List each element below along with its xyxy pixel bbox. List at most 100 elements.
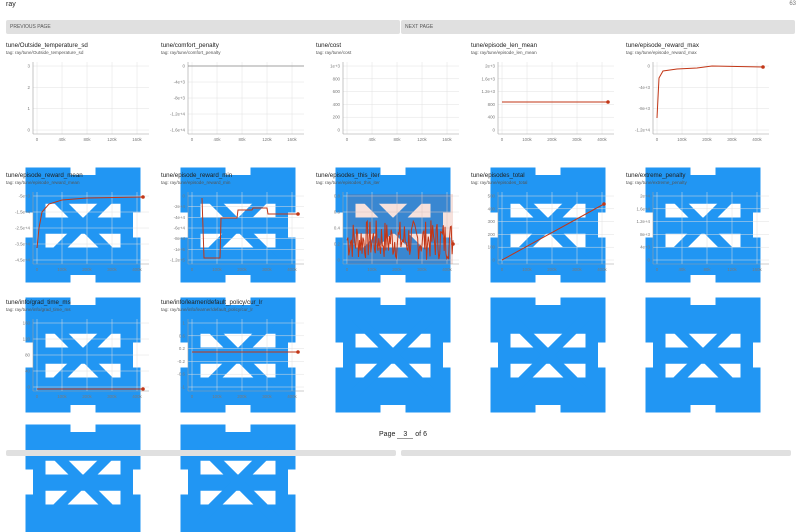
fit-domain-icon[interactable]: [653, 165, 753, 275]
chart-plot[interactable]: 1 0.6 0.2 -0.2 -0.6 -1 0 100k 200k 300k 400k: [161, 315, 309, 415]
previous-page-button[interactable]: PREVIOUS PAGE: [6, 20, 400, 34]
x-tick-label: 200k: [82, 267, 92, 272]
y-tick-label: 0: [338, 128, 341, 133]
fit-domain-icon[interactable]: [498, 295, 598, 405]
x-tick-label: 100k: [57, 394, 67, 399]
y-tick-label: 1: [183, 321, 186, 326]
chart-plot[interactable]: 0 -2e+4 -4e+4 -6e+4 -8e+4 -1e+5 -1.2e+5 0 100k 20…: [161, 188, 309, 288]
y-tick-label: 200: [333, 115, 341, 120]
y-tick-label: 3: [28, 64, 31, 69]
fullscreen-icon[interactable]: [9, 165, 141, 283]
run-name: ray: [6, 1, 16, 8]
chart-toolbar: [164, 289, 296, 413]
x-tick-label: 160k: [442, 137, 452, 142]
y-tick-label: 0.6: [334, 210, 341, 215]
chart-plot[interactable]: 500 400 300 200 100 00 100k 200k 300k 400k: [471, 188, 619, 288]
chart-toolbar: [9, 159, 141, 283]
y-tick-label: -8e+4: [174, 236, 186, 241]
y-tick-label: 0: [28, 385, 31, 390]
chart-title: tune/info/grad_time_ms: [6, 299, 71, 306]
chart-plot[interactable]: 2e+3 1.6e+3 1.2e+3 800 400 00 100k 200k 300k 400k: [471, 58, 619, 158]
x-tick-label: 300k: [727, 137, 737, 142]
fullscreen-icon[interactable]: [319, 165, 451, 283]
chart-title: tune/episodes_total: [471, 172, 525, 179]
x-tick-label: 300k: [107, 267, 117, 272]
fit-domain-icon[interactable]: [498, 165, 598, 275]
y-tick-label: 0: [648, 64, 651, 69]
y-tick-label: 2: [28, 85, 31, 90]
x-tick-label: 120k: [727, 267, 737, 272]
x-tick-label: 200k: [82, 394, 92, 399]
y-tick-label: -2.5e+4: [15, 226, 31, 231]
chart-title: tune/Outside_temperature_sd: [6, 42, 88, 49]
y-tick-label: -2e+4: [174, 204, 186, 209]
y-tick-label: 400: [488, 206, 496, 211]
fullscreen-icon[interactable]: [629, 295, 761, 413]
next-page-button[interactable]: NEXT PAGE: [401, 20, 795, 34]
chart-plot[interactable]: 160 120 80 40 00 100k 200k 300k 400k: [6, 315, 154, 415]
section-header-collapsed-2[interactable]: [401, 450, 791, 456]
chart-toolbar: [9, 416, 141, 532]
series-endpoint: [606, 100, 610, 104]
x-tick-label: 400k: [442, 267, 452, 272]
x-tick-label: 100k: [57, 267, 67, 272]
y-tick-label: 1.2e+3: [481, 89, 495, 94]
y-tick-label: 0: [28, 128, 31, 133]
fullscreen-icon[interactable]: [164, 422, 296, 532]
y-tick-label: 8e+3: [640, 232, 650, 237]
section-header-collapsed[interactable]: [6, 450, 396, 456]
series-endpoint: [296, 350, 300, 354]
y-tick-label: 0: [493, 258, 496, 263]
x-tick-label: 120k: [107, 137, 117, 142]
fullscreen-icon[interactable]: [9, 422, 141, 532]
fullscreen-icon[interactable]: [164, 165, 296, 283]
chart-plot[interactable]: 3 2 1 00 40k 80k 120k 160k: [6, 58, 154, 158]
y-tick-label: -6e+4: [174, 226, 186, 231]
x-tick-label: 0: [656, 267, 659, 272]
y-tick-label: -1.2e+4: [635, 128, 651, 133]
fullscreen-icon[interactable]: [319, 295, 451, 413]
chart-plot[interactable]: 2e+4 1.6e+4 1.2e+4 8e+3 4e+3 00 40k 80k 120k 160k: [626, 188, 774, 288]
chart-toolbar: [474, 159, 606, 283]
y-tick-label: 1.6e+4: [636, 206, 650, 211]
y-tick-label: 100: [488, 245, 496, 250]
chart-card: tune/comfort_penalty tag: ray/tune/comfor…: [161, 42, 309, 283]
x-tick-label: 0: [346, 267, 349, 272]
x-tick-label: 200k: [237, 267, 247, 272]
y-tick-label: 1.6e+3: [481, 76, 495, 81]
chart-plot[interactable]: 1e+3 800 600 400 200 00 40k 80k 120k 160k: [316, 58, 464, 158]
page-total: of 6: [415, 431, 427, 438]
fit-domain-icon[interactable]: [343, 295, 443, 405]
x-tick-label: 160k: [287, 137, 297, 142]
series-endpoint: [141, 195, 145, 199]
page-number-input[interactable]: 3: [397, 431, 414, 439]
x-tick-label: 80k: [703, 267, 711, 272]
fit-domain-icon[interactable]: [188, 295, 288, 405]
chart-title: tune/info/learner/default_policy/cur_lr: [161, 299, 263, 306]
chart-tag: tag: ray/tune/episodes_this_iter: [316, 180, 380, 185]
y-tick-label: 1: [28, 106, 31, 111]
chart-plot[interactable]: -5e+3 -1.5e+4 -2.5e+4 -3.5e+4 -4.5e+4 0 100k 20…: [6, 188, 154, 288]
y-tick-label: -4e+3: [174, 80, 186, 85]
x-tick-label: 200k: [237, 394, 247, 399]
y-tick-label: 300: [488, 219, 496, 224]
fullscreen-icon[interactable]: [474, 165, 606, 283]
chart-card: tune/cost tag: ray/tune/cost 1e+3 800 600 400…: [316, 42, 464, 283]
chart-tag: tag: ray/tune/Outside_temperature_sd: [6, 50, 84, 55]
chart-tag: tag: ray/tune/episode_reward_min: [161, 180, 231, 185]
x-tick-label: 400k: [287, 267, 297, 272]
fullscreen-icon[interactable]: [474, 295, 606, 413]
fit-domain-icon[interactable]: [188, 165, 288, 275]
fullscreen-icon[interactable]: [629, 165, 761, 283]
x-tick-label: 40k: [678, 267, 686, 272]
chart-plot[interactable]: 0 -4e+3 -8e+3 -1.2e+4 0 100k 200k 300k 400k: [626, 58, 774, 158]
fit-domain-icon[interactable]: [653, 295, 753, 405]
chart-count: 63: [789, 1, 796, 7]
series-line: [656, 65, 764, 119]
chart-tag: tag: ray/tune/extreme_penalty: [626, 180, 687, 185]
chart-plot[interactable]: 0.8 0.6 0.4 0.2 00 100k 200k 300k 400k: [316, 188, 464, 288]
y-tick-label: 500: [488, 194, 496, 199]
x-tick-label: 0: [656, 137, 659, 142]
chart-plot[interactable]: 0 -4e+3 -8e+3 -1.2e+4 -1.6e+4 0 40k 80k 120k 160k: [161, 58, 309, 158]
x-tick-label: 0: [191, 394, 194, 399]
